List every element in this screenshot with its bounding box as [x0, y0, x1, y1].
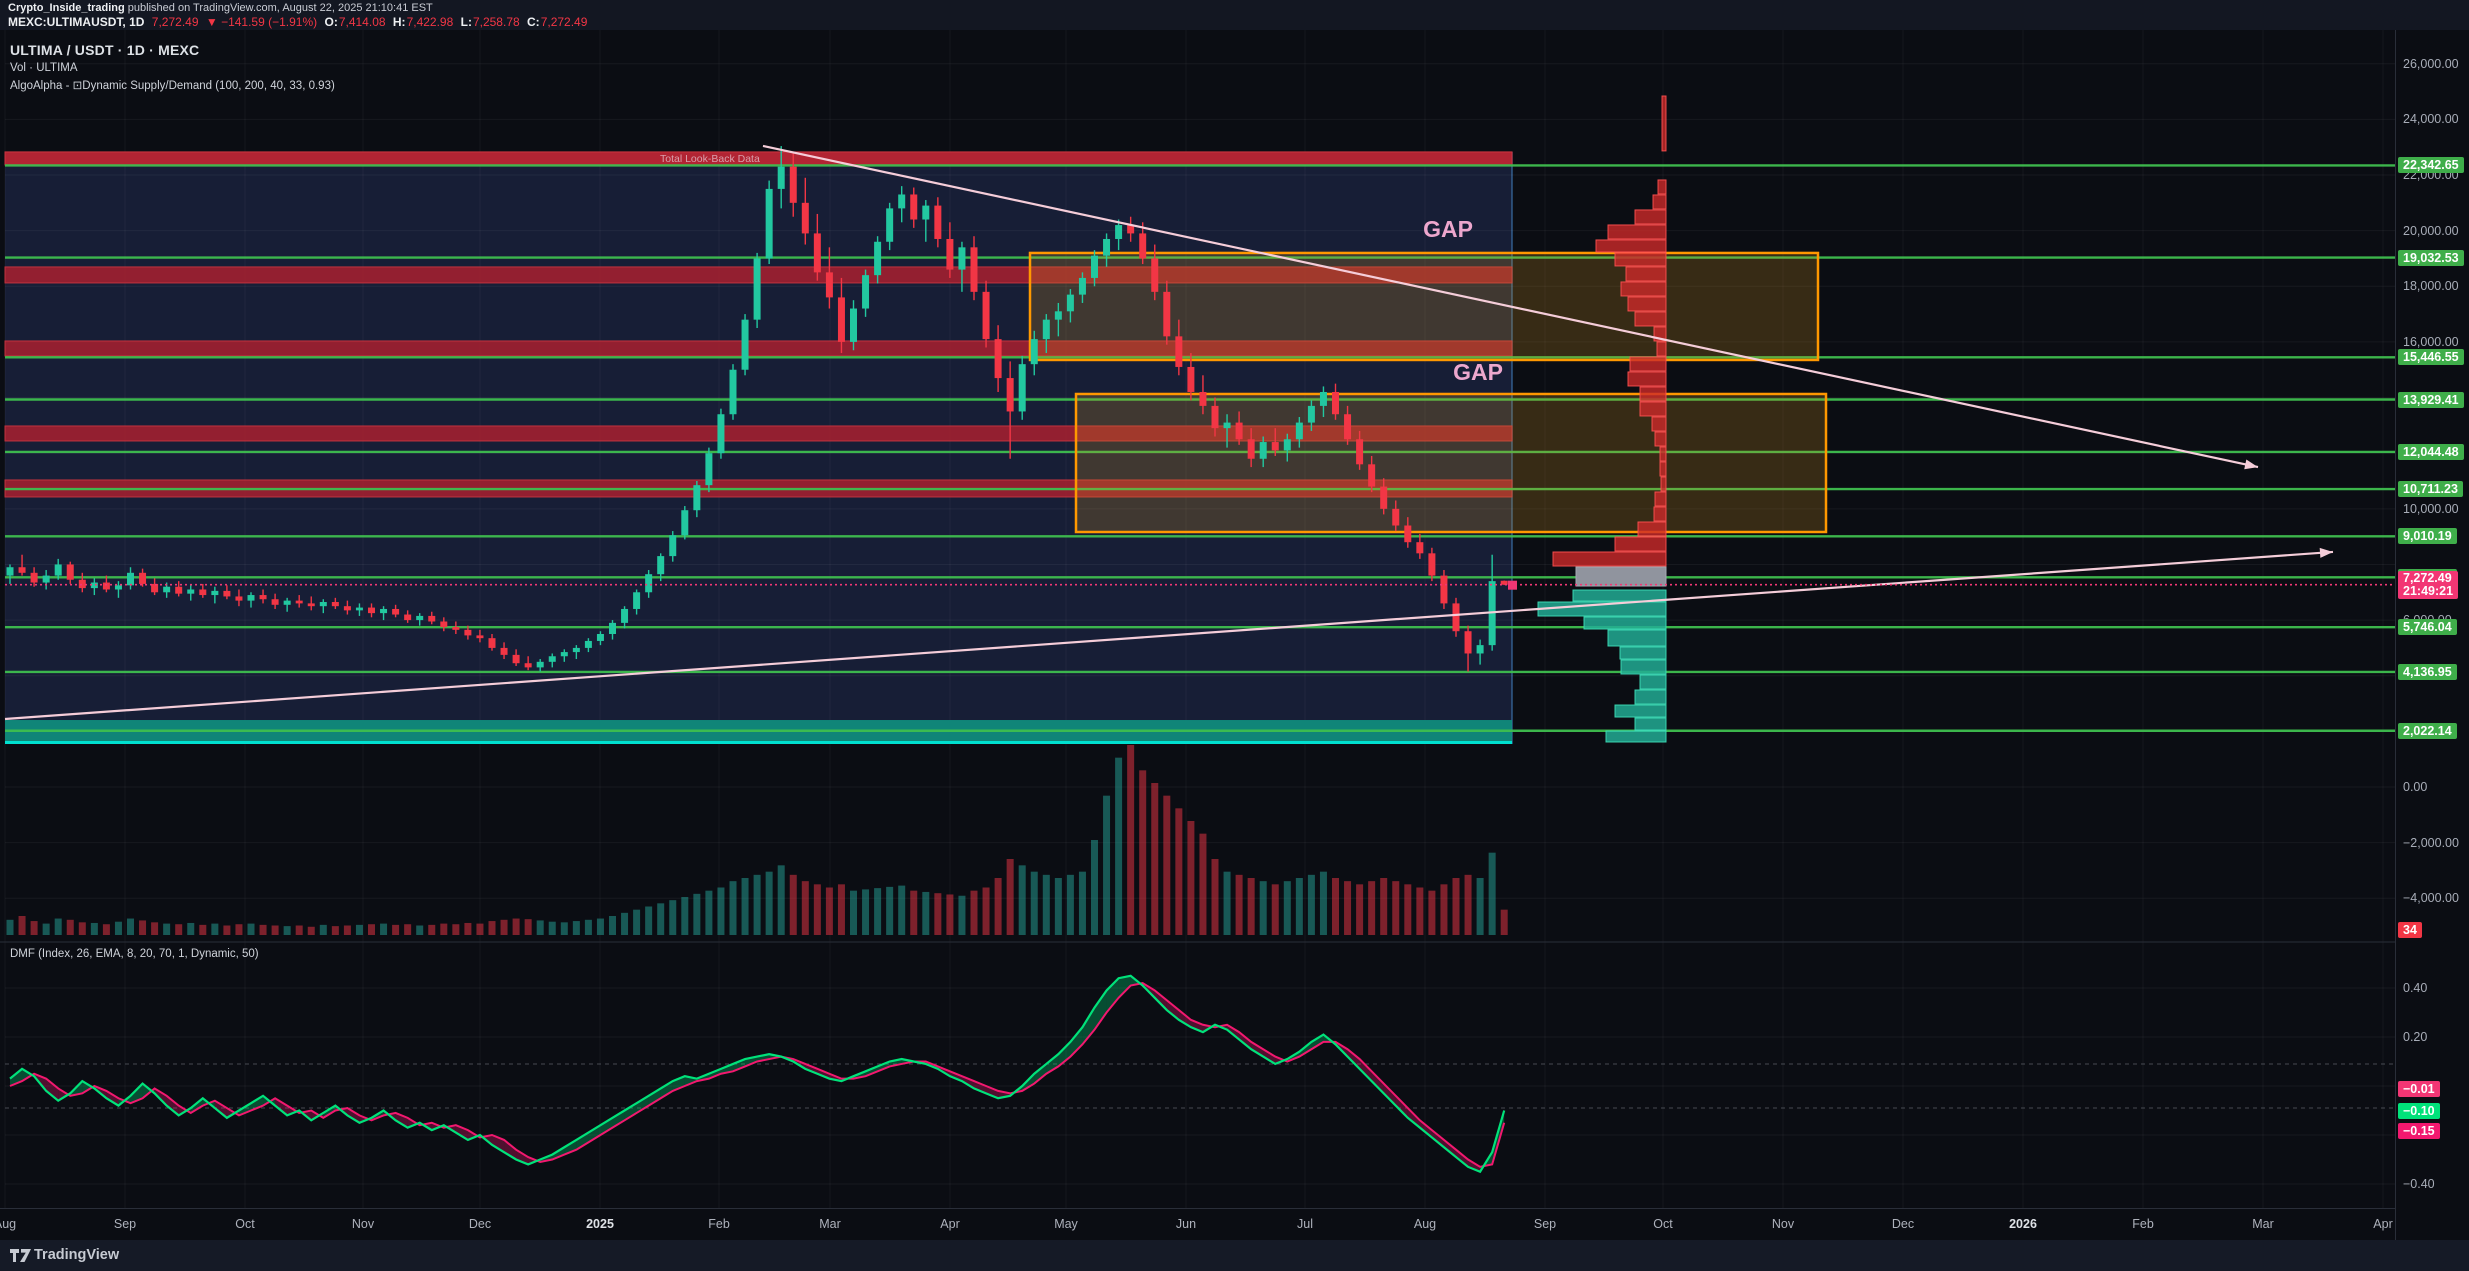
price-axis-label: 18,000.00	[2403, 279, 2459, 294]
level-price-label: 10,711.23	[2398, 481, 2463, 498]
time-axis-month-label: Apr	[2373, 1217, 2393, 1231]
header: Crypto_Inside_trading published on Tradi…	[0, 0, 2469, 30]
supply-band	[4, 340, 1513, 357]
legend-indicator-row[interactable]: AlgoAlpha - ⊡Dynamic Supply/Demand (100,…	[10, 80, 335, 92]
close-value: 7,272.49	[540, 15, 588, 29]
time-axis-month-label: Mar	[2252, 1217, 2274, 1231]
price-axis-label: 16,000.00	[2403, 334, 2459, 349]
time-axis-month-label: Mar	[819, 1217, 841, 1231]
time-axis-month-label: Dec	[468, 1217, 492, 1231]
level-price-label: 13,929.41	[2398, 391, 2464, 408]
price-axis-label: −4,000.00	[2403, 891, 2459, 906]
dmf-pane	[0, 941, 2395, 1174]
trend-line-arrowhead	[2244, 459, 2258, 470]
dmf-signal-line	[9, 982, 1506, 1168]
price-axis[interactable]: 26,000.00 24,000.00 22,000.00 20,000.00 18,0…	[2395, 30, 2469, 1240]
current-price-label: 7,272.49 21:49:21	[2398, 570, 2459, 599]
dmf-value-label: −0.01	[2398, 1081, 2440, 1097]
time-axis-month-label: Apr	[940, 1217, 960, 1231]
demand-band	[5, 720, 1512, 744]
gap-label: GAP	[1423, 216, 1473, 242]
time-axis-month-label: Feb	[2132, 1217, 2154, 1231]
time-axis-month-label: Nov	[351, 1217, 375, 1231]
time-axis-month-label: Feb	[708, 1217, 730, 1231]
low-value: 7,258.78	[472, 15, 520, 29]
time-axis-month-label: Aug	[0, 1217, 17, 1231]
price-change: ▼ −141.59 (−1.91%)	[205, 15, 318, 29]
gap-boxes[interactable]: GAP GAP	[1028, 216, 1828, 534]
trend-line-arrowhead	[2319, 547, 2333, 558]
lookback-band-label: Total Look-Back Data	[660, 153, 760, 165]
publish-info-line: Crypto_Inside_trading published on Tradi…	[8, 2, 433, 14]
gap-label: GAP	[1453, 359, 1503, 385]
time-axis-month-label: Dec	[1891, 1217, 1915, 1231]
open-label: O:	[324, 15, 338, 29]
time-axis-month-label: Sep	[113, 1217, 137, 1231]
candlestick-layer	[6, 146, 1508, 672]
dmf-axis-label: 0.20	[2403, 1030, 2428, 1044]
bottom-bar: TradingView	[0, 1240, 2469, 1271]
level-price-label: 19,032.53	[2398, 249, 2464, 266]
time-axis-month-label: Aug	[1413, 1217, 1437, 1231]
time-axis-month-label: Oct	[1653, 1217, 1673, 1231]
level-price-label: 12,044.48	[2398, 443, 2464, 460]
current-price-line	[5, 580, 2395, 590]
trend-lines[interactable]	[4, 144, 2334, 721]
high-value: 7,422.98	[406, 15, 454, 29]
dmf-value-label: −0.10	[2398, 1103, 2440, 1119]
level-lines	[5, 164, 2395, 732]
gap-box[interactable]	[1074, 392, 1828, 534]
time-axis-month-label: Jun	[1175, 1217, 1197, 1231]
time-axis-month-label: Oct	[235, 1217, 255, 1231]
legend-volume-row[interactable]: Vol · ULTIMA	[10, 62, 78, 74]
chart-legend: ULTIMA / USDT · 1D · MEXC Vol · ULTIMA A…	[10, 42, 335, 92]
time-axis-month-label: Nov	[1771, 1217, 1795, 1231]
legend-symbol-row[interactable]: ULTIMA / USDT · 1D · MEXC	[10, 42, 200, 58]
price-axis-label: 26,000.00	[2403, 56, 2459, 71]
time-axis-month-label: Jul	[1297, 1217, 1313, 1231]
dmf-main-line	[9, 974, 1506, 1174]
open-value: 7,414.08	[338, 15, 386, 29]
published-text: published on TradingView.com, August 22,…	[124, 2, 433, 14]
supply-band	[4, 425, 1513, 442]
volume-layer	[6, 745, 1508, 935]
price-axis-label: 24,000.00	[2403, 112, 2459, 127]
tradingview-logo-icon[interactable]	[9, 1247, 33, 1264]
time-axis[interactable]: Aug Sep Oct Nov Dec 2025 Feb Mar Apr May Jun Jul Aug…	[0, 1208, 2395, 1241]
tradingview-wordmark[interactable]: TradingView	[34, 1247, 120, 1263]
level-price-label: 5,746.04	[2398, 619, 2457, 636]
price-axis-label: 10,000.00	[2403, 501, 2459, 516]
symbol-info-line: MEXC:ULTIMAUSDT, 1D 7,272.49 ▼ −141.59 (…	[8, 15, 591, 29]
low-label: L:	[460, 15, 472, 29]
level-price-label: 4,136.95	[2398, 663, 2457, 680]
trend-line[interactable]	[4, 550, 2334, 721]
time-axis-month-label: May	[1054, 1217, 1078, 1231]
last-price: 7,272.49	[151, 15, 199, 29]
symbol-title[interactable]: MEXC:ULTIMAUSDT, 1D	[8, 15, 145, 29]
dmf-axis-label: −0.40	[2403, 1177, 2435, 1191]
price-axis-label: 20,000.00	[2403, 223, 2459, 238]
dmf-indicator-legend[interactable]: DMF (Index, 26, EMA, 8, 20, 70, 1, Dynam…	[10, 948, 259, 960]
volume-profile	[1537, 95, 1667, 743]
level-price-label: 2,022.14	[2398, 722, 2457, 739]
time-axis-month-label: 2026	[2009, 1217, 2037, 1231]
dmf-axis-label: 0.40	[2403, 981, 2428, 995]
volume-value-label: 34	[2398, 922, 2422, 938]
time-axis-month-label: Sep	[1533, 1217, 1557, 1231]
price-line-marker	[1508, 580, 1517, 590]
price-axis-label: 0.00	[2403, 780, 2428, 794]
price-axis-label: −2,000.00	[2403, 835, 2459, 850]
gap-box[interactable]	[1028, 251, 1820, 362]
level-price-label: 9,010.19	[2398, 528, 2457, 545]
high-label: H:	[392, 15, 406, 29]
level-price-label: 22,342.65	[2398, 157, 2464, 174]
time-axis-month-label: 2025	[586, 1217, 614, 1231]
dmf-value-label: −0.15	[2398, 1123, 2440, 1139]
level-price-label: 15,446.55	[2398, 349, 2464, 366]
close-label: C:	[527, 15, 540, 29]
author-name[interactable]: Crypto_Inside_trading	[8, 2, 125, 14]
trend-line[interactable]	[762, 144, 2259, 469]
